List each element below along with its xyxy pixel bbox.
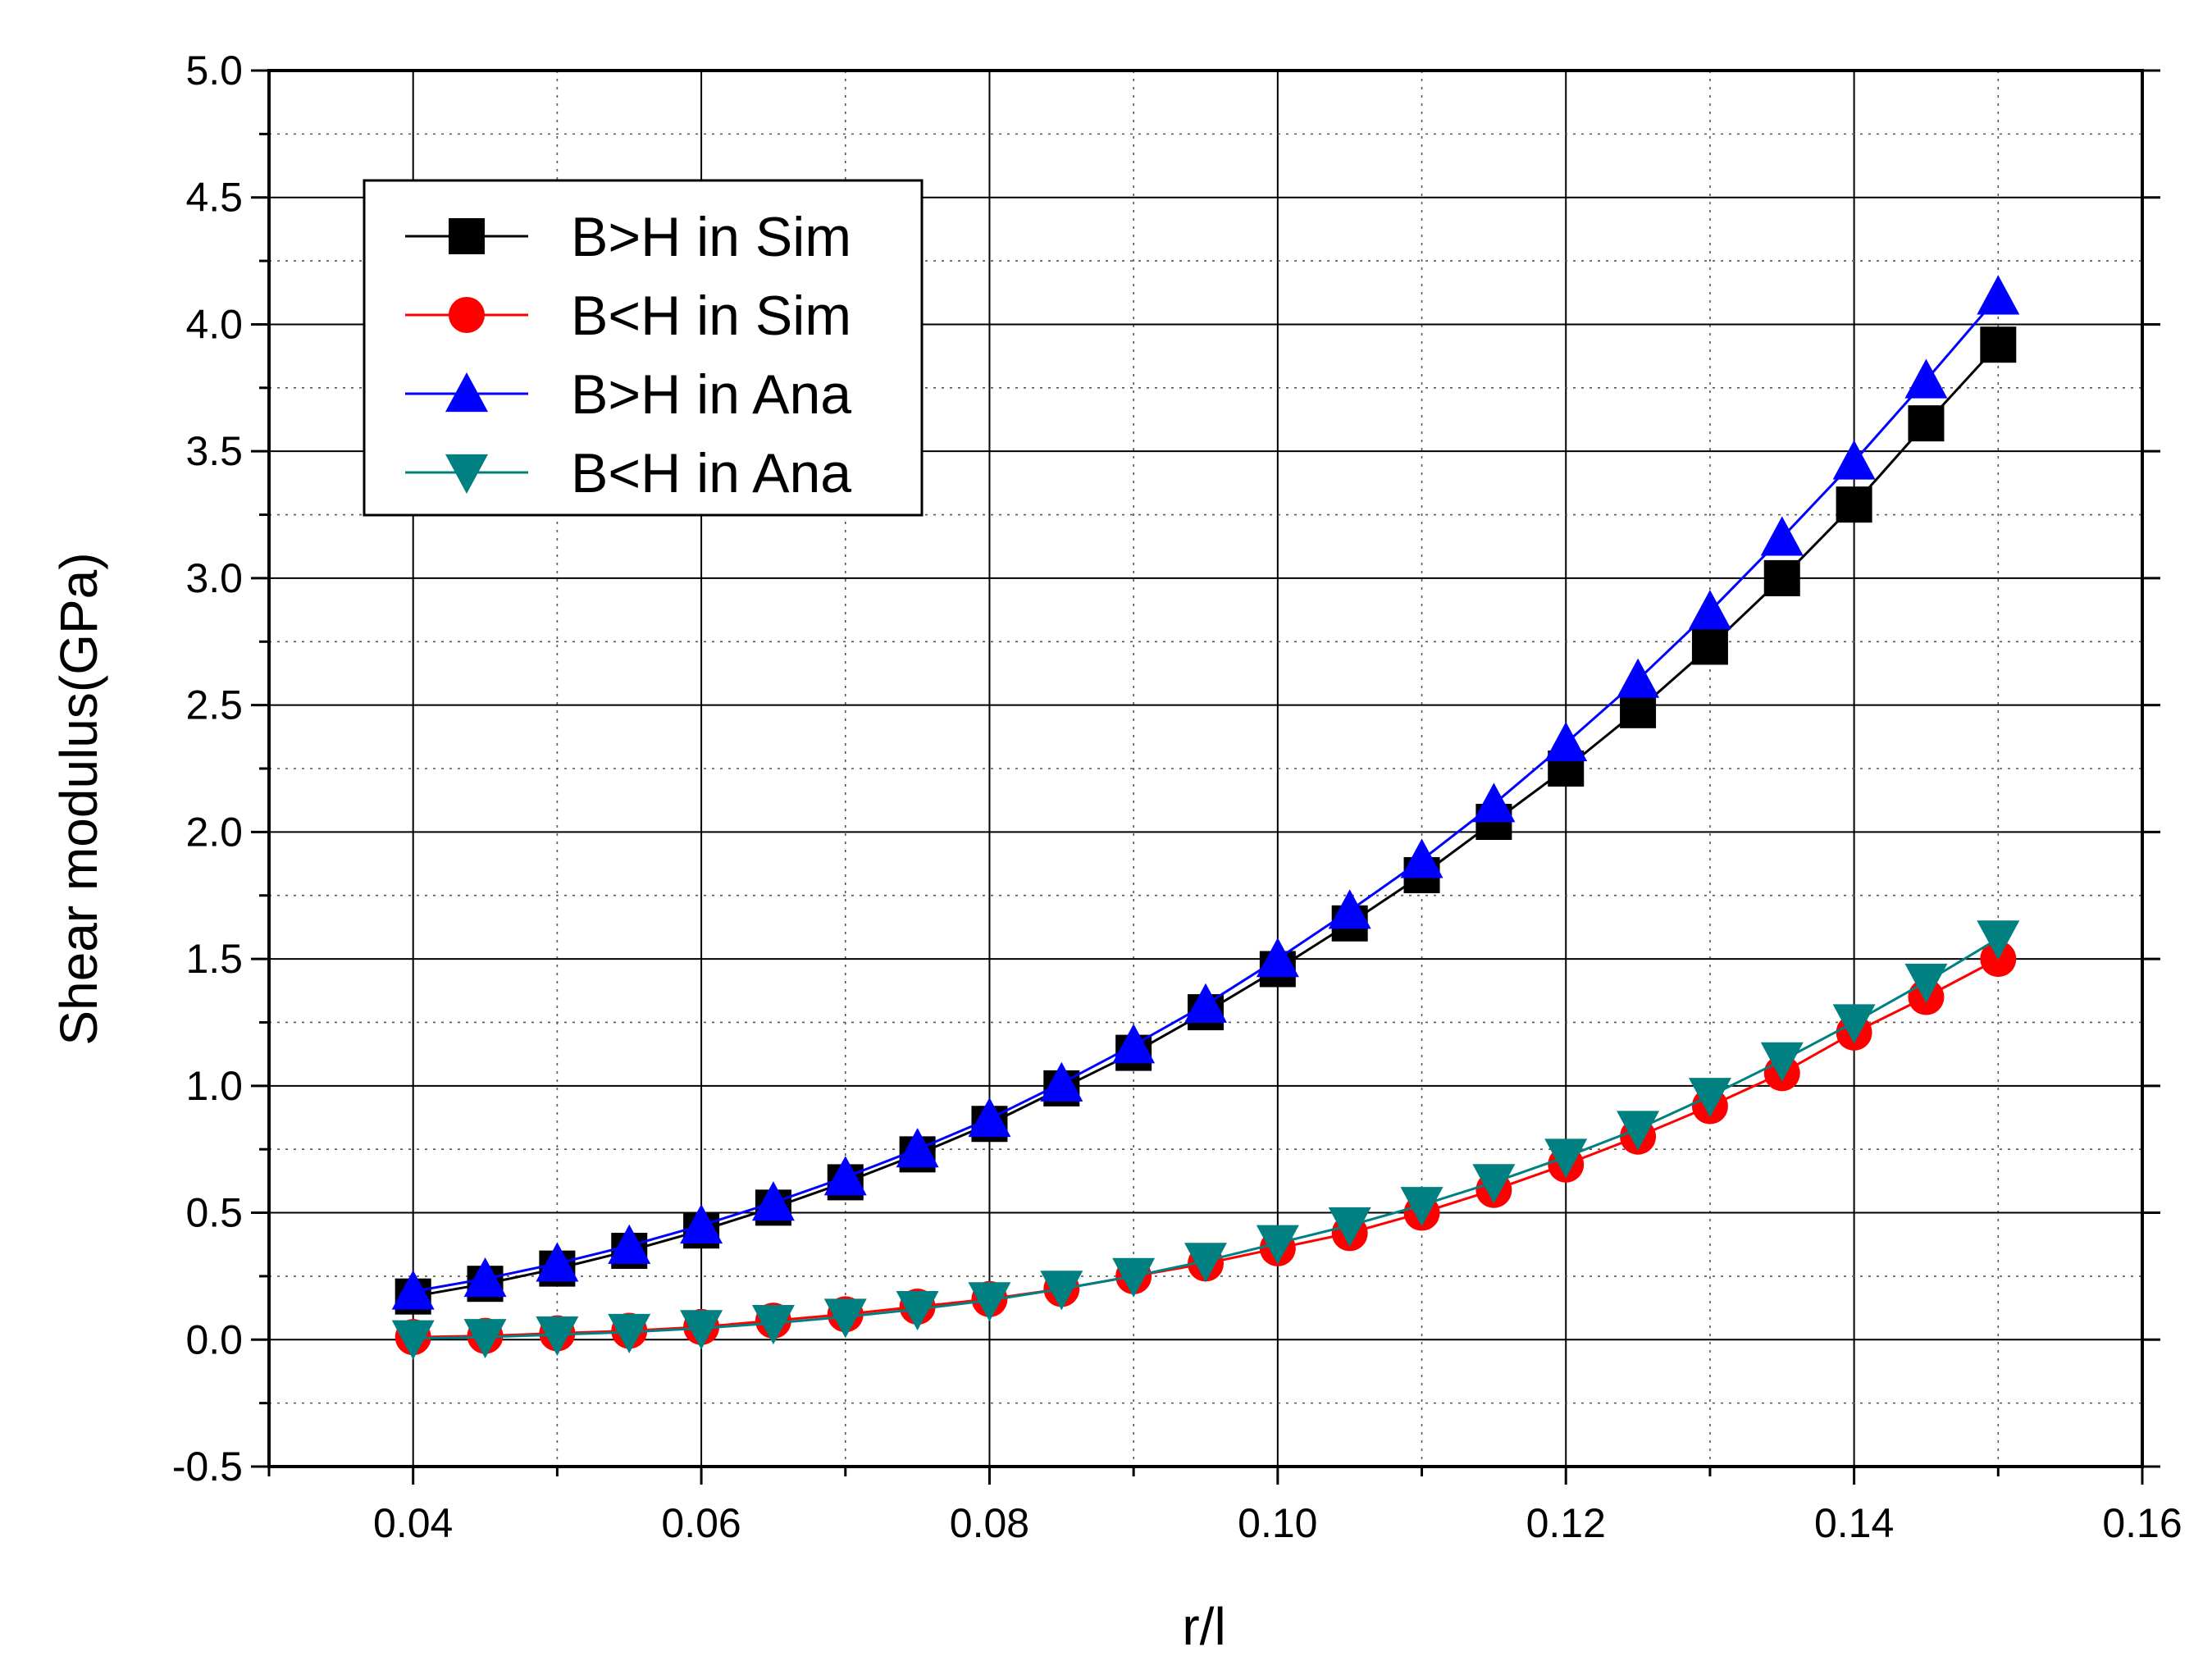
data-point xyxy=(1617,1111,1660,1151)
data-point xyxy=(751,1181,795,1221)
data-point xyxy=(823,1298,867,1339)
y-tick-label: 5.0 xyxy=(185,48,243,94)
data-point xyxy=(1328,1207,1371,1248)
legend-marker xyxy=(445,372,488,413)
y-axis-title: Shear modulus(GPa) xyxy=(49,552,108,1045)
data-point xyxy=(1760,516,1804,556)
y-tick-label: 0.5 xyxy=(185,1190,243,1236)
data-point xyxy=(1040,1271,1083,1311)
data-point xyxy=(608,1313,651,1353)
data-point xyxy=(1400,1187,1444,1227)
data-point xyxy=(1472,782,1516,823)
y-tick-label: 1.5 xyxy=(185,936,243,982)
x-tick-label: 0.04 xyxy=(373,1500,453,1546)
y-tick-label: 3.5 xyxy=(185,428,243,474)
data-point xyxy=(968,1097,1011,1138)
data-point xyxy=(1832,440,1876,480)
legend-label: B<H in Ana xyxy=(571,442,851,504)
data-point xyxy=(1620,691,1657,728)
x-tick-label: 0.06 xyxy=(661,1500,741,1546)
series-b-lt-h-in-ana xyxy=(391,920,2020,1360)
y-tick-label: 1.0 xyxy=(185,1063,243,1109)
legend-label: B>H in Sim xyxy=(571,206,851,268)
x-tick-label: 0.16 xyxy=(2102,1500,2182,1546)
legend-marker xyxy=(449,297,485,333)
series-b-gt-h-in-ana xyxy=(391,275,2020,1310)
legend-marker xyxy=(445,454,488,494)
data-point xyxy=(391,1320,435,1360)
legend-item: B>H in Ana xyxy=(405,363,851,426)
data-point xyxy=(536,1316,579,1357)
data-point xyxy=(1400,838,1444,878)
x-tick-label: 0.08 xyxy=(950,1500,1029,1546)
legend-label: B<H in Sim xyxy=(571,285,851,347)
data-point xyxy=(1760,1042,1804,1082)
y-tick-label: 2.5 xyxy=(185,682,243,728)
legend-item: B>H in Sim xyxy=(405,206,851,268)
data-point xyxy=(1112,1024,1156,1064)
data-point xyxy=(1688,1078,1731,1118)
data-point xyxy=(1688,590,1731,630)
x-tick-labels: 0.04 0.06 0.08 0.10 0.12 0.14 0.16 xyxy=(373,1500,2182,1546)
data-point xyxy=(1184,983,1227,1023)
data-point xyxy=(1904,358,1948,399)
data-point xyxy=(536,1242,579,1282)
data-point xyxy=(1763,559,1800,596)
x-axis-title: r/l xyxy=(1182,1597,1225,1656)
y-tick-label: 0.0 xyxy=(185,1316,243,1362)
data-point xyxy=(1977,920,2020,960)
data-point xyxy=(968,1282,1011,1322)
data-point xyxy=(751,1305,795,1345)
y-tick-label: 3.0 xyxy=(185,555,243,601)
data-point xyxy=(463,1319,507,1359)
data-point xyxy=(1617,658,1660,698)
data-point xyxy=(1040,1061,1083,1102)
data-point xyxy=(1691,628,1728,665)
data-point xyxy=(1472,1164,1516,1204)
data-point xyxy=(1256,938,1299,978)
data-point xyxy=(680,1204,723,1244)
legend-item: B<H in Ana xyxy=(405,442,851,504)
data-point xyxy=(1977,275,2020,315)
y-tick-labels: -0.5 0.0 0.5 1.0 1.5 2.0 2.5 3.0 3.5 4.0 4.5 5.0 xyxy=(172,48,243,1490)
series-group xyxy=(391,275,2020,1360)
y-tick-label: 2.0 xyxy=(185,809,243,855)
data-point xyxy=(1836,486,1872,523)
data-point xyxy=(1112,1257,1156,1298)
data-point xyxy=(1832,1004,1876,1044)
plot-frame xyxy=(267,69,2144,1468)
data-point xyxy=(1544,722,1588,762)
data-point xyxy=(391,1270,435,1310)
data-point xyxy=(608,1224,651,1264)
data-point xyxy=(1544,1138,1588,1179)
data-point xyxy=(823,1156,867,1196)
legend-label: B>H in Ana xyxy=(571,363,851,426)
data-point xyxy=(1256,1225,1299,1265)
legend-marker xyxy=(449,218,485,254)
data-point xyxy=(463,1257,507,1298)
legend-item: B<H in Sim xyxy=(405,285,851,347)
data-point xyxy=(896,1291,939,1331)
data-point xyxy=(1904,963,1948,1003)
data-point xyxy=(1908,405,1945,442)
x-tick-label: 0.10 xyxy=(1238,1500,1317,1546)
data-point xyxy=(896,1128,939,1168)
data-point xyxy=(1980,326,2017,363)
data-point xyxy=(680,1310,723,1350)
x-tick-label: 0.14 xyxy=(1814,1500,1894,1546)
y-tick-label: 4.0 xyxy=(185,301,243,347)
axis-ticks xyxy=(251,69,2160,1485)
data-point xyxy=(1184,1243,1227,1283)
x-tick-label: 0.12 xyxy=(1526,1500,1606,1546)
y-tick-label: -0.5 xyxy=(172,1444,243,1490)
y-tick-label: 4.5 xyxy=(185,175,243,221)
legend: B>H in Sim B<H in Sim B>H in Ana B<H in Ana xyxy=(363,179,924,517)
data-point xyxy=(1328,889,1371,929)
